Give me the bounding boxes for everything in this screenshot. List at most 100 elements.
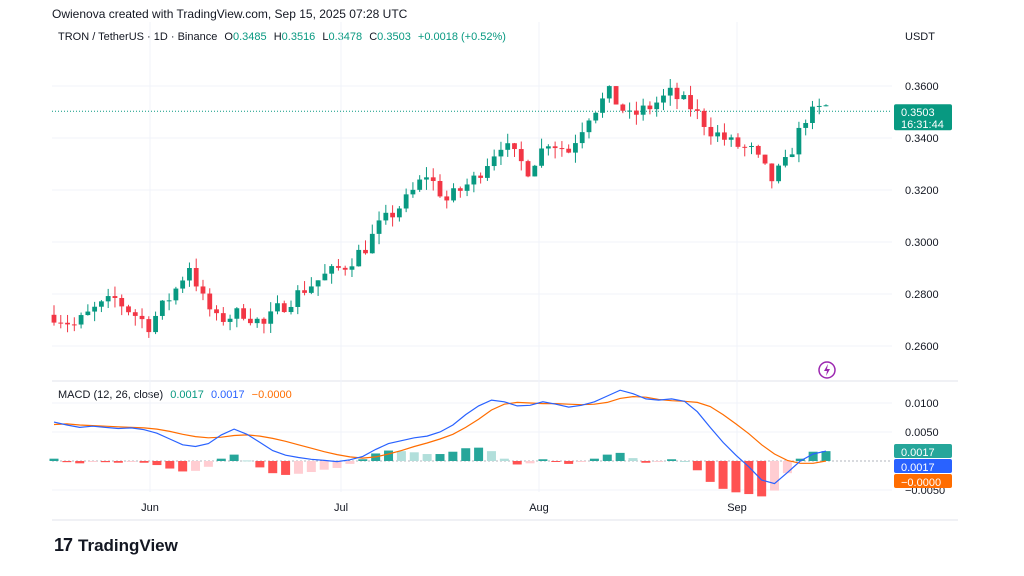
open-value: 0.3485: [232, 31, 267, 43]
candle: [288, 300, 294, 315]
price-tick-label: 0.2800: [905, 289, 939, 301]
candle-body: [532, 165, 538, 177]
candle-body: [363, 249, 368, 254]
candle-body: [268, 311, 274, 324]
candle-body: [742, 146, 748, 148]
time-tick-label: Sep: [727, 502, 747, 514]
macd-histogram-bar: [474, 447, 484, 461]
macd-histogram-bar: [242, 460, 252, 462]
macd-hist-badge[interactable]: 0.0017: [894, 444, 952, 459]
open-label: O: [224, 31, 233, 43]
lightning-icon-bolt: [824, 364, 830, 376]
macd-histogram-bar: [641, 461, 651, 463]
candle-body: [99, 301, 104, 307]
macd-histogram-bar: [371, 453, 381, 461]
candle: [701, 108, 707, 136]
candle-body: [71, 324, 77, 326]
candle: [694, 99, 700, 120]
price-tick-label: 0.3200: [905, 185, 939, 197]
macd-histogram-bar: [126, 461, 136, 462]
candle-body: [119, 297, 125, 307]
symbol-name[interactable]: TRON / TetherUS · 1D · Binance: [58, 31, 218, 43]
candle: [261, 317, 267, 334]
time-tick-label: Jul: [334, 502, 348, 514]
macd-histogram-bar: [499, 458, 509, 461]
macd-histogram-bar: [667, 459, 677, 461]
high-value: 0.3516: [281, 31, 316, 43]
candle-body: [701, 110, 707, 127]
macd-histogram-bar: [615, 452, 625, 461]
candle: [803, 119, 809, 136]
candle-body: [51, 314, 57, 323]
macd-histogram-bar: [461, 448, 471, 461]
candle: [451, 183, 456, 203]
candle: [769, 163, 775, 189]
last-price-badge-text: 0.3503: [901, 107, 935, 119]
candle: [742, 144, 748, 157]
candle-body: [65, 322, 70, 325]
candle: [281, 300, 287, 313]
low-value: 0.3478: [328, 31, 363, 43]
candle: [329, 264, 335, 284]
candle-body: [762, 154, 768, 164]
candle: [214, 305, 219, 321]
candle: [376, 211, 382, 245]
candle-body: [281, 303, 287, 313]
candle-body: [193, 268, 199, 287]
candle: [241, 304, 247, 321]
candle-body: [512, 143, 517, 150]
macd-histogram-bar: [396, 451, 406, 461]
candle-body: [749, 145, 754, 148]
candle-body: [78, 315, 84, 325]
candle-body: [85, 311, 91, 316]
candle-body: [586, 120, 592, 133]
macd-histogram-bar: [358, 459, 368, 461]
candle: [573, 134, 578, 163]
macd-legend-macd: 0.0017: [170, 389, 204, 401]
time-tick-label: Jun: [141, 502, 159, 514]
currency-label[interactable]: USDT: [905, 31, 935, 43]
candle-body: [735, 137, 741, 147]
candle: [491, 149, 497, 171]
change-value: +0.0018 (+0.52%): [417, 31, 506, 43]
candle-body: [349, 266, 355, 270]
candle-body: [498, 149, 504, 157]
candle: [322, 264, 328, 281]
candle-body: [451, 188, 456, 201]
macd-legend-label[interactable]: MACD (12, 26, close): [58, 389, 164, 401]
candle: [166, 293, 172, 311]
candle-body: [816, 105, 822, 107]
candle: [579, 122, 585, 149]
macd-histogram-bar: [281, 461, 291, 475]
candle: [126, 304, 131, 316]
macd-histogram-bar: [589, 458, 599, 461]
candle: [105, 288, 111, 309]
candle-body: [126, 306, 131, 313]
high-label: H: [273, 31, 282, 43]
macd-histogram-bar: [538, 459, 548, 461]
macd-histogram-bar: [435, 454, 445, 461]
macd-signal-badge[interactable]: −0.0000: [894, 474, 952, 489]
candle: [661, 88, 666, 111]
candle: [532, 164, 538, 177]
macd-value-badge[interactable]: 0.0017: [894, 459, 952, 474]
candle-body: [329, 266, 335, 274]
candle: [71, 317, 77, 332]
candle-body: [566, 148, 572, 153]
last-price-badge-text: 16:31:44: [901, 119, 944, 131]
candle: [512, 142, 517, 157]
candle-body: [295, 290, 301, 307]
candle: [254, 317, 260, 328]
candle-body: [227, 318, 233, 322]
candle: [153, 311, 158, 335]
candle: [302, 281, 307, 296]
candle-body: [471, 175, 477, 185]
macd-histogram-bar: [62, 461, 72, 463]
lightning-icon[interactable]: [818, 361, 836, 379]
candle: [749, 142, 754, 155]
macd-histogram-bar: [49, 458, 59, 461]
price-tick-label: 0.2600: [905, 341, 939, 353]
candle-body: [159, 300, 165, 316]
